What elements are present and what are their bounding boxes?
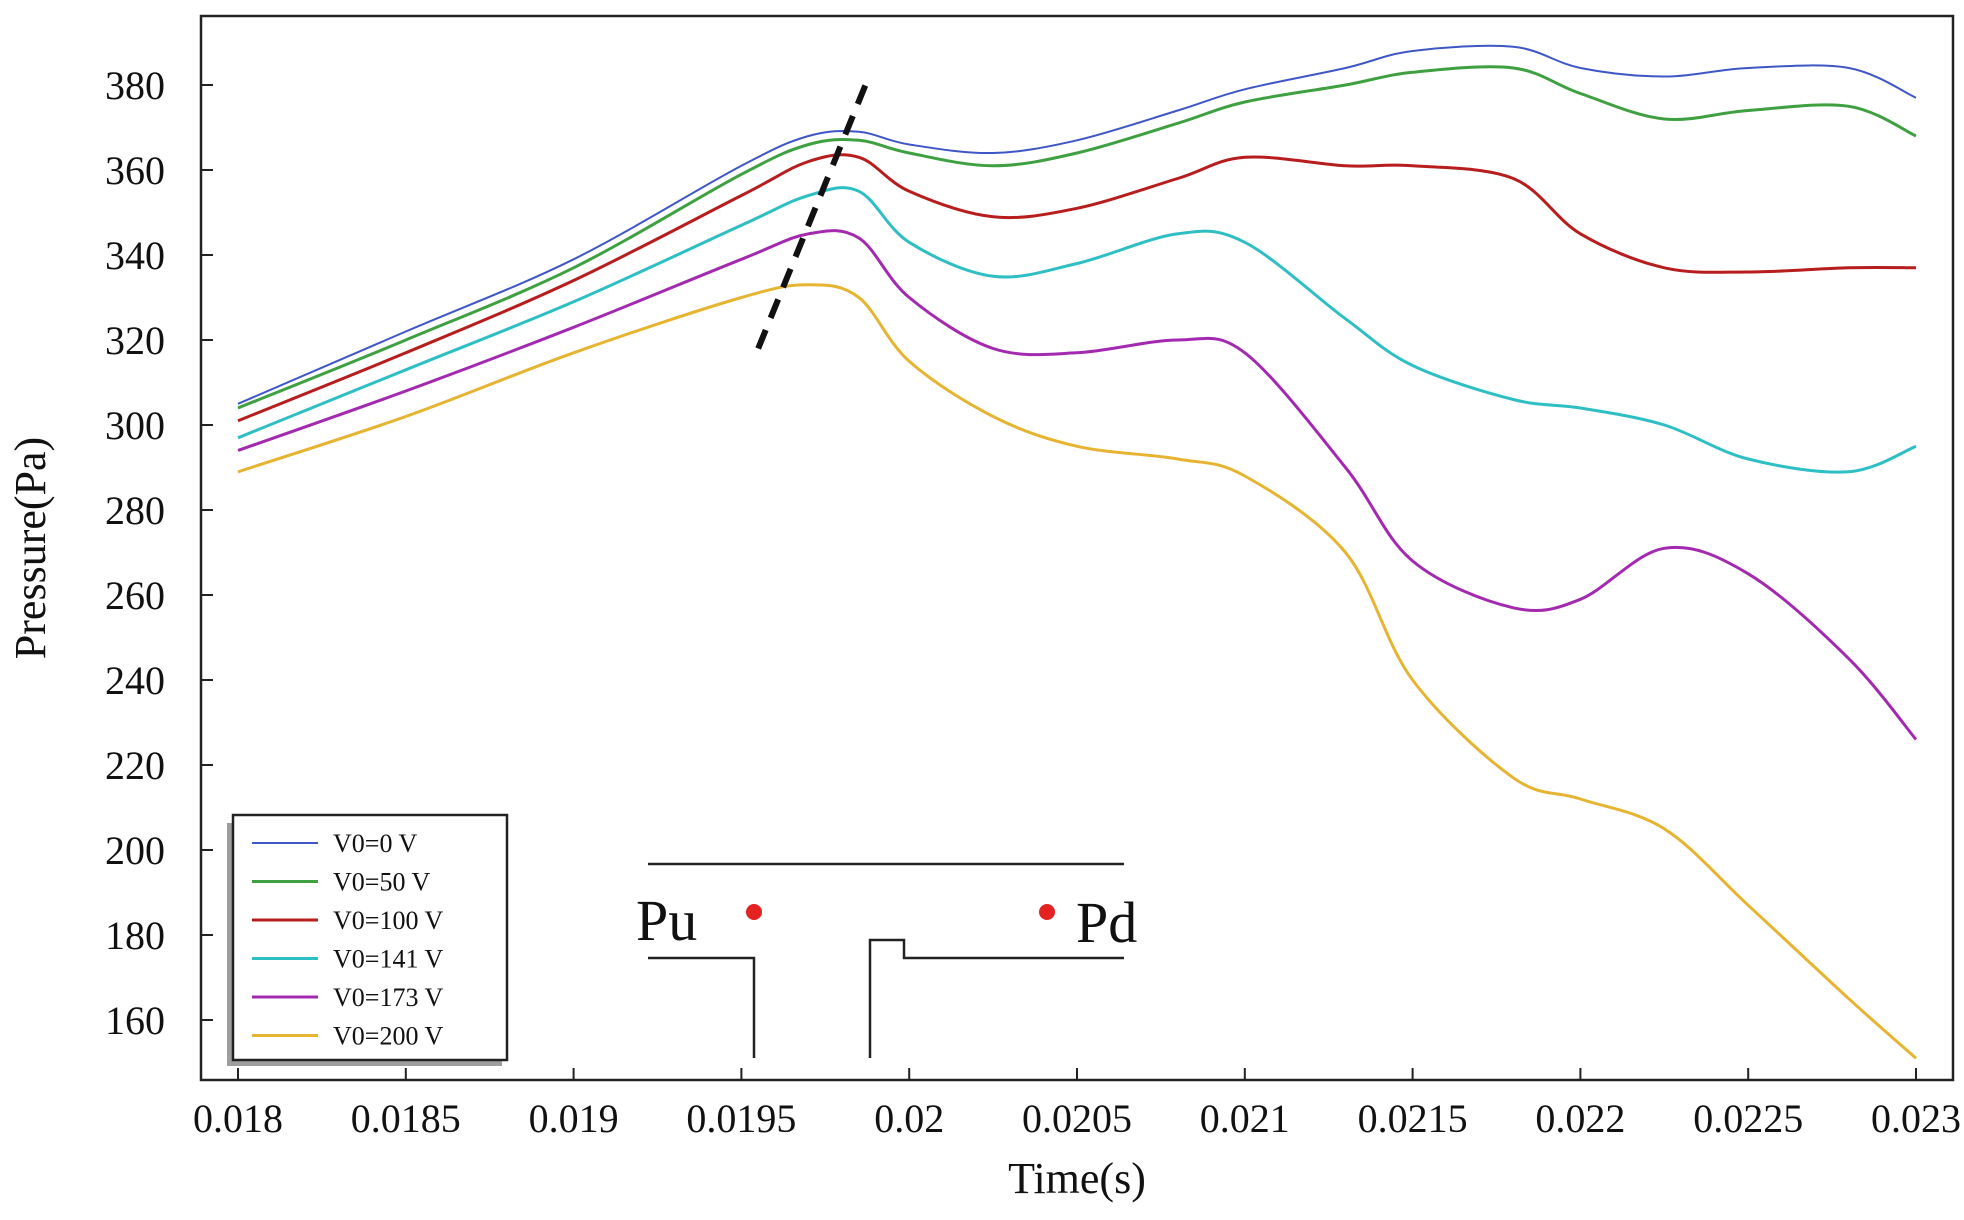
x-axis-title: Time(s) xyxy=(1008,1154,1146,1203)
x-tick-label: 0.0225 xyxy=(1693,1096,1803,1141)
series-line-v0-0-v xyxy=(237,44,1917,405)
y-tick-label: 160 xyxy=(105,998,165,1043)
x-tick-label: 0.018 xyxy=(193,1096,283,1141)
y-tick-label: 280 xyxy=(105,488,165,533)
legend-label: V0=100 V xyxy=(333,906,443,935)
legend-label: V0=141 V xyxy=(333,945,443,974)
inset-left-step xyxy=(648,956,756,1058)
y-tick-label: 260 xyxy=(105,573,165,618)
pu-label: Pu xyxy=(636,888,697,953)
peak-trend-dashed-line xyxy=(755,75,872,350)
legend: V0=0 V V0=50 V V0=100 V V0=141 V V0=173 V V0=… xyxy=(227,813,509,1066)
x-tick-label: 0.0205 xyxy=(1022,1096,1132,1141)
x-tick-label: 0.0215 xyxy=(1358,1096,1468,1141)
y-tick-label: 180 xyxy=(105,913,165,958)
y-tick-label: 340 xyxy=(105,233,165,278)
pd-probe-marker xyxy=(1039,904,1055,920)
series-line-v0-173-v xyxy=(237,229,1918,741)
series-line-v0-141-v xyxy=(237,186,1917,474)
x-tick-label: 0.019 xyxy=(529,1096,619,1141)
y-tick-label: 220 xyxy=(105,743,165,788)
y-tick-label: 380 xyxy=(105,63,165,108)
series-line-v0-200-v xyxy=(237,283,1917,1060)
pu-probe-marker xyxy=(746,904,762,920)
legend-label: V0=0 V xyxy=(333,829,417,858)
y-tick-label: 360 xyxy=(105,148,165,193)
x-tick-label: 0.0195 xyxy=(686,1096,796,1141)
legend-label: V0=200 V xyxy=(333,1022,443,1051)
x-tick-label: 0.022 xyxy=(1535,1096,1625,1141)
y-tick-label: 320 xyxy=(105,318,165,363)
x-axis-ticks: 0.018 0.0185 0.019 0.0195 0.02 0.0205 0.021 0.0… xyxy=(193,1068,1961,1141)
x-tick-label: 0.021 xyxy=(1200,1096,1290,1141)
inset-right-step xyxy=(868,938,1124,1058)
legend-box xyxy=(231,813,509,1062)
legend-label: V0=173 V xyxy=(333,983,443,1012)
series-lines xyxy=(237,44,1918,1060)
y-axis-title: Pressure(Pa) xyxy=(6,437,55,659)
geometry-inset: Pu Pd xyxy=(636,862,1137,1058)
x-tick-label: 0.02 xyxy=(874,1096,944,1141)
y-tick-label: 200 xyxy=(105,828,165,873)
series-line-v0-100-v xyxy=(237,153,1917,423)
legend-label: V0=50 V xyxy=(333,868,430,897)
y-axis-ticks: 160 180 200 220 240 260 280 300 320 340 360 380 xyxy=(105,63,213,1043)
x-tick-label: 0.0185 xyxy=(351,1096,461,1141)
y-tick-label: 240 xyxy=(105,658,165,703)
series-line-v0-50-v xyxy=(237,65,1917,410)
y-tick-label: 300 xyxy=(105,403,165,448)
x-tick-label: 0.023 xyxy=(1871,1096,1961,1141)
pd-label: Pd xyxy=(1076,890,1137,955)
